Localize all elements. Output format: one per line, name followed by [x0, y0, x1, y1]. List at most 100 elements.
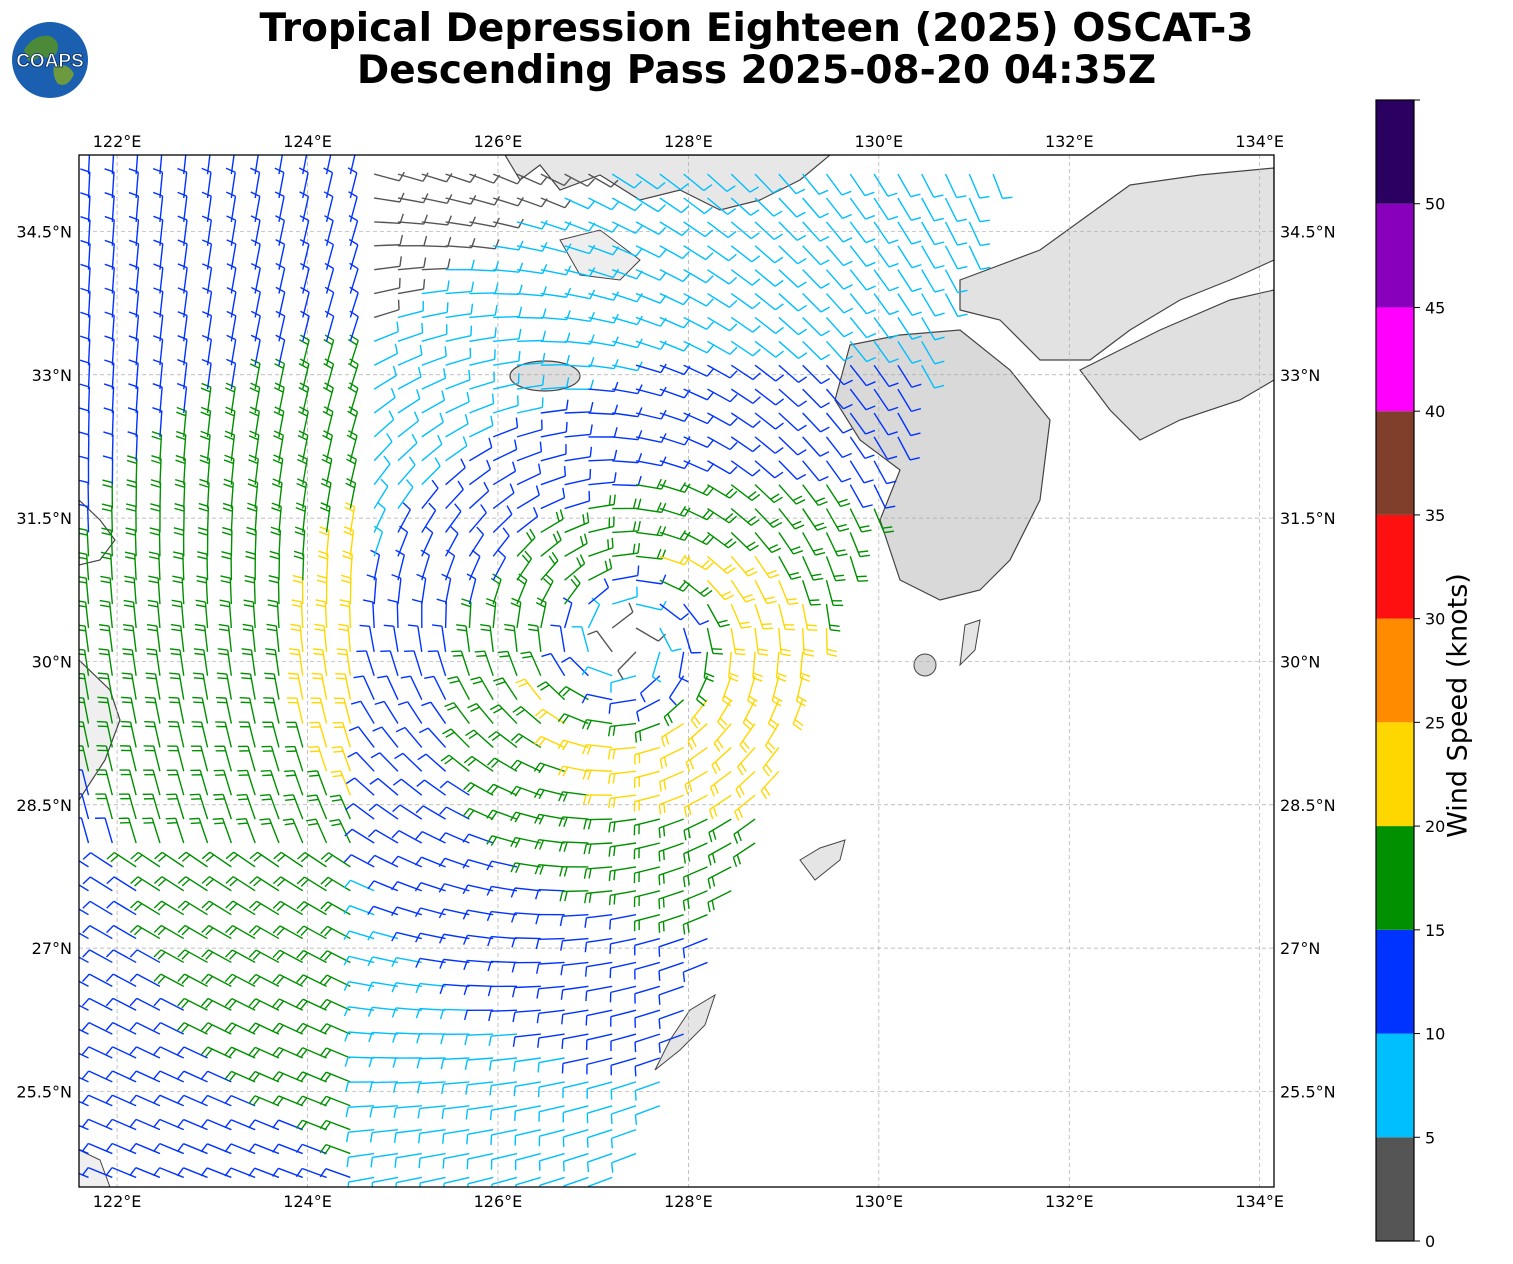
lon-tick-top: 126°E	[474, 132, 523, 151]
wind-barb	[284, 770, 304, 796]
wind-barb	[395, 726, 423, 748]
wind-barb	[516, 219, 548, 230]
wind-barb	[534, 864, 565, 875]
wind-barb	[707, 507, 738, 524]
wind-barb	[540, 354, 570, 366]
wind-barb	[633, 890, 661, 908]
wind-barb	[466, 1152, 494, 1170]
wind-barb	[97, 696, 114, 724]
wind-barb	[439, 983, 470, 995]
wind-barb	[732, 842, 756, 868]
wind-barb	[372, 726, 399, 748]
wind-barb	[111, 155, 115, 175]
wind-barb	[105, 973, 137, 987]
wind-barb	[730, 316, 761, 333]
wind-barb	[272, 998, 304, 1011]
wind-barb	[683, 507, 715, 521]
wind-barb	[635, 363, 667, 374]
wind-barb	[587, 630, 613, 653]
wind-barb	[607, 746, 637, 760]
wind-barb	[368, 1056, 398, 1068]
colorbar-tick-label: 35	[1425, 506, 1445, 525]
wind-barb	[404, 650, 423, 676]
wind-barb	[635, 478, 667, 490]
wind-barb	[707, 197, 737, 216]
wind-barb	[421, 258, 451, 271]
wind-barb	[213, 793, 233, 820]
wind-barb	[513, 1057, 541, 1072]
wind-barb	[105, 1166, 137, 1179]
wind-barb	[87, 155, 91, 175]
wind-barb	[516, 352, 546, 366]
wind-barb	[873, 269, 899, 292]
wind-barb	[658, 842, 684, 862]
wind-barb	[512, 706, 542, 725]
wind-barb	[81, 1166, 113, 1179]
wind-barb	[200, 1143, 232, 1155]
wind-barb	[468, 481, 490, 510]
colorbar-segment	[1376, 722, 1414, 827]
colorbar-segment	[1376, 100, 1414, 204]
wind-barb	[540, 421, 568, 438]
wind-barb	[490, 573, 502, 605]
wind-barb	[224, 1046, 256, 1059]
wind-barb	[492, 483, 515, 510]
wind-barb	[754, 269, 784, 287]
wind-barb	[421, 701, 447, 724]
wind-barb	[201, 310, 213, 342]
wind-barb	[248, 1022, 280, 1035]
wind-barb	[537, 1057, 565, 1073]
wind-barb	[563, 1176, 589, 1187]
wind-barb	[421, 502, 437, 533]
wind-barb	[174, 503, 185, 533]
wind-barb	[416, 1081, 446, 1094]
wind-barb	[635, 456, 667, 467]
wind-barb	[516, 419, 543, 438]
wind-barb	[607, 770, 637, 785]
wind-barb	[236, 793, 256, 820]
wind-barb	[560, 961, 589, 976]
wind-barb	[123, 599, 137, 629]
wind-barb	[659, 269, 691, 283]
wind-barb	[560, 985, 589, 1000]
wind-barb	[79, 793, 90, 820]
wind-barb	[609, 937, 637, 954]
wind-barb	[535, 913, 565, 925]
wind-barb	[968, 173, 990, 199]
wind-barb	[103, 431, 114, 461]
wind-barb	[143, 769, 161, 796]
wind-barb	[609, 985, 637, 1003]
wind-barb	[373, 171, 405, 182]
lat-tick-left: 30°N	[32, 652, 72, 671]
wind-barb	[802, 388, 830, 409]
wind-barb	[171, 599, 185, 629]
wind-barb	[921, 245, 945, 269]
wind-barb	[707, 316, 738, 332]
wind-barb	[397, 389, 421, 414]
wind-barb	[106, 876, 137, 892]
wind-barb	[510, 836, 541, 848]
wind-barb	[177, 335, 188, 366]
wind-barb	[493, 328, 522, 343]
wind-barb	[239, 696, 256, 724]
wind-barb	[250, 167, 261, 199]
wind-barb	[194, 623, 209, 652]
wind-barb	[730, 484, 761, 502]
wind-barb	[329, 794, 352, 820]
wind-barb	[468, 504, 487, 533]
wind-barb	[347, 382, 359, 414]
wind-barb	[634, 746, 661, 765]
wind-barb	[730, 436, 761, 453]
wind-barb	[825, 293, 854, 314]
wind-barb	[436, 598, 448, 629]
chart-title-line2: Descending Pass 2025-08-20 04:35Z	[356, 48, 1157, 93]
wind-barb	[82, 925, 113, 940]
wind-barb	[343, 1006, 375, 1017]
wind-barb	[802, 364, 831, 385]
wind-barb	[216, 672, 233, 700]
wind-barb	[488, 731, 518, 749]
wind-barb	[79, 407, 90, 437]
wind-barb	[445, 436, 468, 462]
wind-barb	[217, 648, 233, 676]
wind-barb	[588, 494, 616, 510]
